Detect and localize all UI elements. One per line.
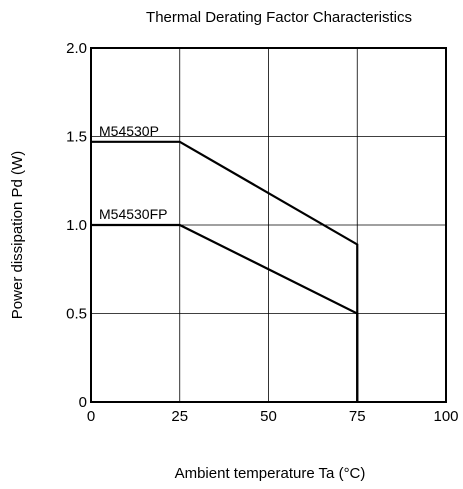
chart-title: Thermal Derating Factor Characteristics: [146, 9, 412, 26]
y-tick-label: 2.0: [66, 40, 87, 57]
x-tick-label: 75: [349, 408, 366, 425]
y-tick-label: 1.0: [66, 217, 87, 234]
x-tick-label: 0: [87, 408, 95, 425]
x-tick-label: 50: [260, 408, 277, 425]
series-labels: M54530P M54530FP: [99, 123, 167, 222]
x-tick-labels: 0 25 50 75 100: [87, 408, 459, 425]
series-lines: [91, 140, 359, 402]
x-tick-label: 100: [433, 408, 458, 425]
y-tick-label: 1.5: [66, 129, 87, 146]
y-tick-labels: 0 0.5 1.0 1.5 2.0: [66, 40, 87, 411]
series-label-0: M54530P: [99, 123, 159, 139]
series-line-1: [91, 223, 359, 402]
y-axis-label: Power dissipation Pd (W): [9, 151, 26, 319]
series-line-0: [91, 140, 359, 402]
y-tick-label: 0.5: [66, 306, 87, 323]
y-tick-label: 0: [79, 394, 87, 411]
series-label-1: M54530FP: [99, 206, 167, 222]
plot-frame: [90, 47, 447, 403]
x-axis-label: Ambient temperature Ta (°C): [175, 465, 366, 482]
x-tick-label: 25: [171, 408, 188, 425]
